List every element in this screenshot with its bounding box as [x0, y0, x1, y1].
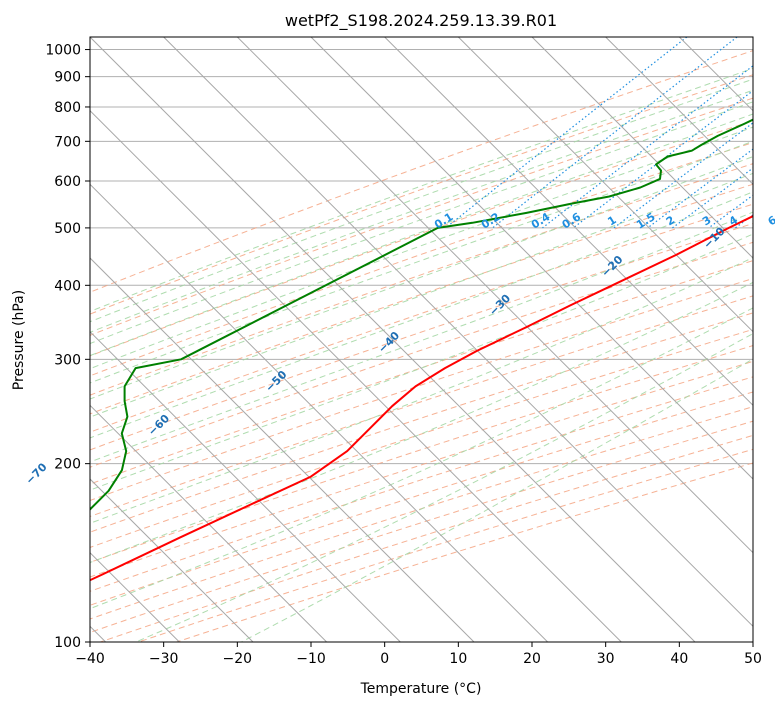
- profile-series: [90, 118, 753, 582]
- isotherm-line: [90, 183, 549, 642]
- isotherm-line: [163, 37, 753, 628]
- moist-adiabat: [135, 333, 753, 642]
- y-tick-label: 600: [54, 174, 81, 190]
- x-tick-label: 50: [744, 651, 762, 667]
- mixing-ratio-label: 6: [766, 213, 775, 228]
- mixing-ratio-line: [572, 89, 753, 229]
- mixing-ratio-line: [492, 37, 738, 229]
- y-tick-label: 900: [54, 70, 81, 86]
- y-tick-label: 100: [54, 635, 81, 651]
- x-axis-title: Temperature (°C): [360, 681, 482, 697]
- moist-adiabat: [90, 172, 753, 418]
- isotherm-line: [457, 37, 753, 333]
- y-tick-label: 400: [54, 278, 81, 294]
- y-tick-label: 500: [54, 221, 81, 237]
- plot-area: [90, 37, 753, 642]
- dry-adiabat: [90, 203, 753, 433]
- isotherm-line: [310, 37, 753, 480]
- chart-title: wetPf2_S198.2024.259.13.39.R01: [285, 11, 557, 31]
- x-tick-label: 0: [380, 651, 389, 667]
- moist-adiabat: [90, 211, 753, 463]
- dry-adiabat: [90, 278, 753, 502]
- dry-adiabat: [90, 391, 753, 606]
- y-axis-title: Pressure (hPa): [11, 290, 27, 390]
- isotherm-line: [90, 478, 254, 642]
- isotherm-line: [531, 37, 753, 259]
- isotherm-line: [236, 37, 753, 554]
- dry-adiabat: [90, 50, 753, 293]
- isotherm-line: [90, 109, 622, 642]
- x-tick-label: −40: [75, 651, 105, 667]
- moist-adiabat: [90, 257, 753, 524]
- y-tick-label: 800: [54, 100, 81, 116]
- x-tick-label: 40: [670, 651, 688, 667]
- dry-adiabat: [90, 312, 753, 533]
- y-tick-label: 1000: [45, 43, 81, 59]
- moist-adiabat: [90, 156, 753, 400]
- dry-adiabat: [90, 74, 753, 315]
- x-tick-label: −10: [296, 651, 326, 667]
- y-tick-label: 700: [54, 134, 81, 150]
- moist-adiabat: [90, 78, 753, 323]
- dry-adiabat: [90, 163, 753, 396]
- moist-adiabat: [90, 113, 753, 357]
- x-tick-label: 10: [449, 651, 467, 667]
- dry-adiabat: [90, 328, 753, 548]
- dry-adiabat: [90, 260, 753, 485]
- isotherms: [90, 37, 753, 642]
- dry-adiabat: [90, 222, 753, 451]
- dry-adiabat: [90, 360, 753, 578]
- dry-adiabat: [90, 141, 753, 377]
- temperature-line: [90, 215, 753, 582]
- x-tick-label: −20: [223, 651, 253, 667]
- y-tick-label: 200: [54, 457, 81, 473]
- moist-adiabat: [90, 233, 753, 491]
- mixing-ratio-line: [672, 167, 753, 229]
- isotherm-line: [90, 37, 696, 642]
- x-tick-label: 20: [523, 651, 541, 667]
- x-tick-label: 30: [597, 651, 615, 667]
- mixing-ratio-lines: [445, 37, 753, 229]
- moist-adiabat: [241, 358, 753, 642]
- x-tick-label: −30: [149, 651, 179, 667]
- moist-adiabat: [90, 67, 753, 313]
- plot-frame: [89, 36, 754, 643]
- isotherm-line: [90, 257, 475, 642]
- isotherm-line: [90, 330, 401, 642]
- isotherm-line: [384, 37, 753, 407]
- axes: −40 −30 −20 −10 0 10 20 30 40 50 100 200 300 400 500 60…: [45, 43, 762, 667]
- moist-adiabat: [90, 281, 753, 564]
- dewpoint-line: [90, 118, 753, 511]
- dry-adiabat: [90, 97, 753, 336]
- y-tick-label: 300: [54, 352, 81, 368]
- isotherm-line: [90, 404, 328, 642]
- mixing-ratio-line: [542, 65, 753, 229]
- isotherm-line: [605, 37, 753, 186]
- moist-adiabat: [90, 126, 753, 370]
